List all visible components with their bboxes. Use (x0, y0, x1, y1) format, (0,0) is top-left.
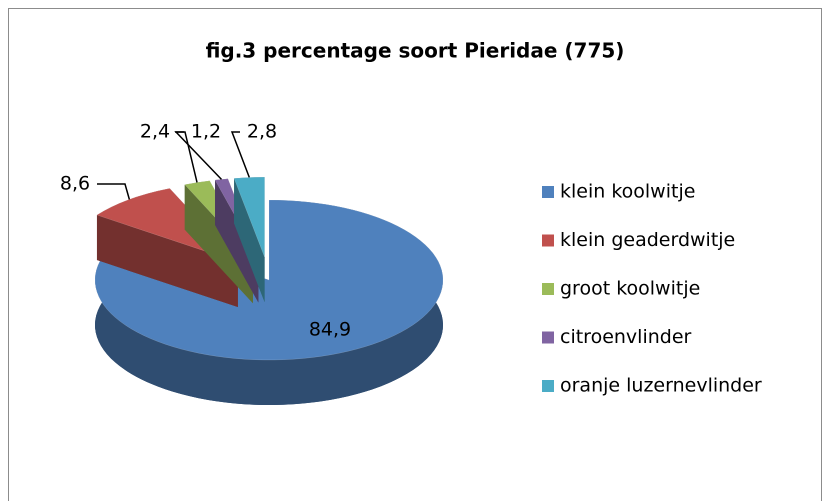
data-label: 84,9 (309, 319, 351, 341)
data-label: 8,6 (60, 173, 90, 195)
pie-slice (233, 176, 265, 303)
legend-swatch (542, 380, 554, 392)
legend-swatch (542, 283, 554, 295)
legend-label: klein geaderdwitje (560, 229, 735, 251)
legend-label: groot koolwitje (560, 278, 700, 300)
data-label: 2,8 (247, 121, 277, 143)
leader-line (97, 183, 131, 200)
slice-top (94, 199, 444, 361)
leader-line (230, 131, 251, 178)
data-label: 1,2 (191, 121, 221, 143)
legend-swatch (542, 331, 554, 344)
leader-line (174, 131, 223, 180)
chart-title: fig.3 percentage soort Pieridae (775) (206, 39, 625, 63)
legend-label: klein koolwitje (560, 181, 695, 203)
legend-swatch (542, 186, 554, 198)
legend-label: oranje luzernevlinder (560, 375, 762, 397)
data-label: 2,4 (140, 121, 170, 143)
legend-label: citroenvlinder (560, 326, 692, 348)
legend-swatch (542, 234, 554, 247)
